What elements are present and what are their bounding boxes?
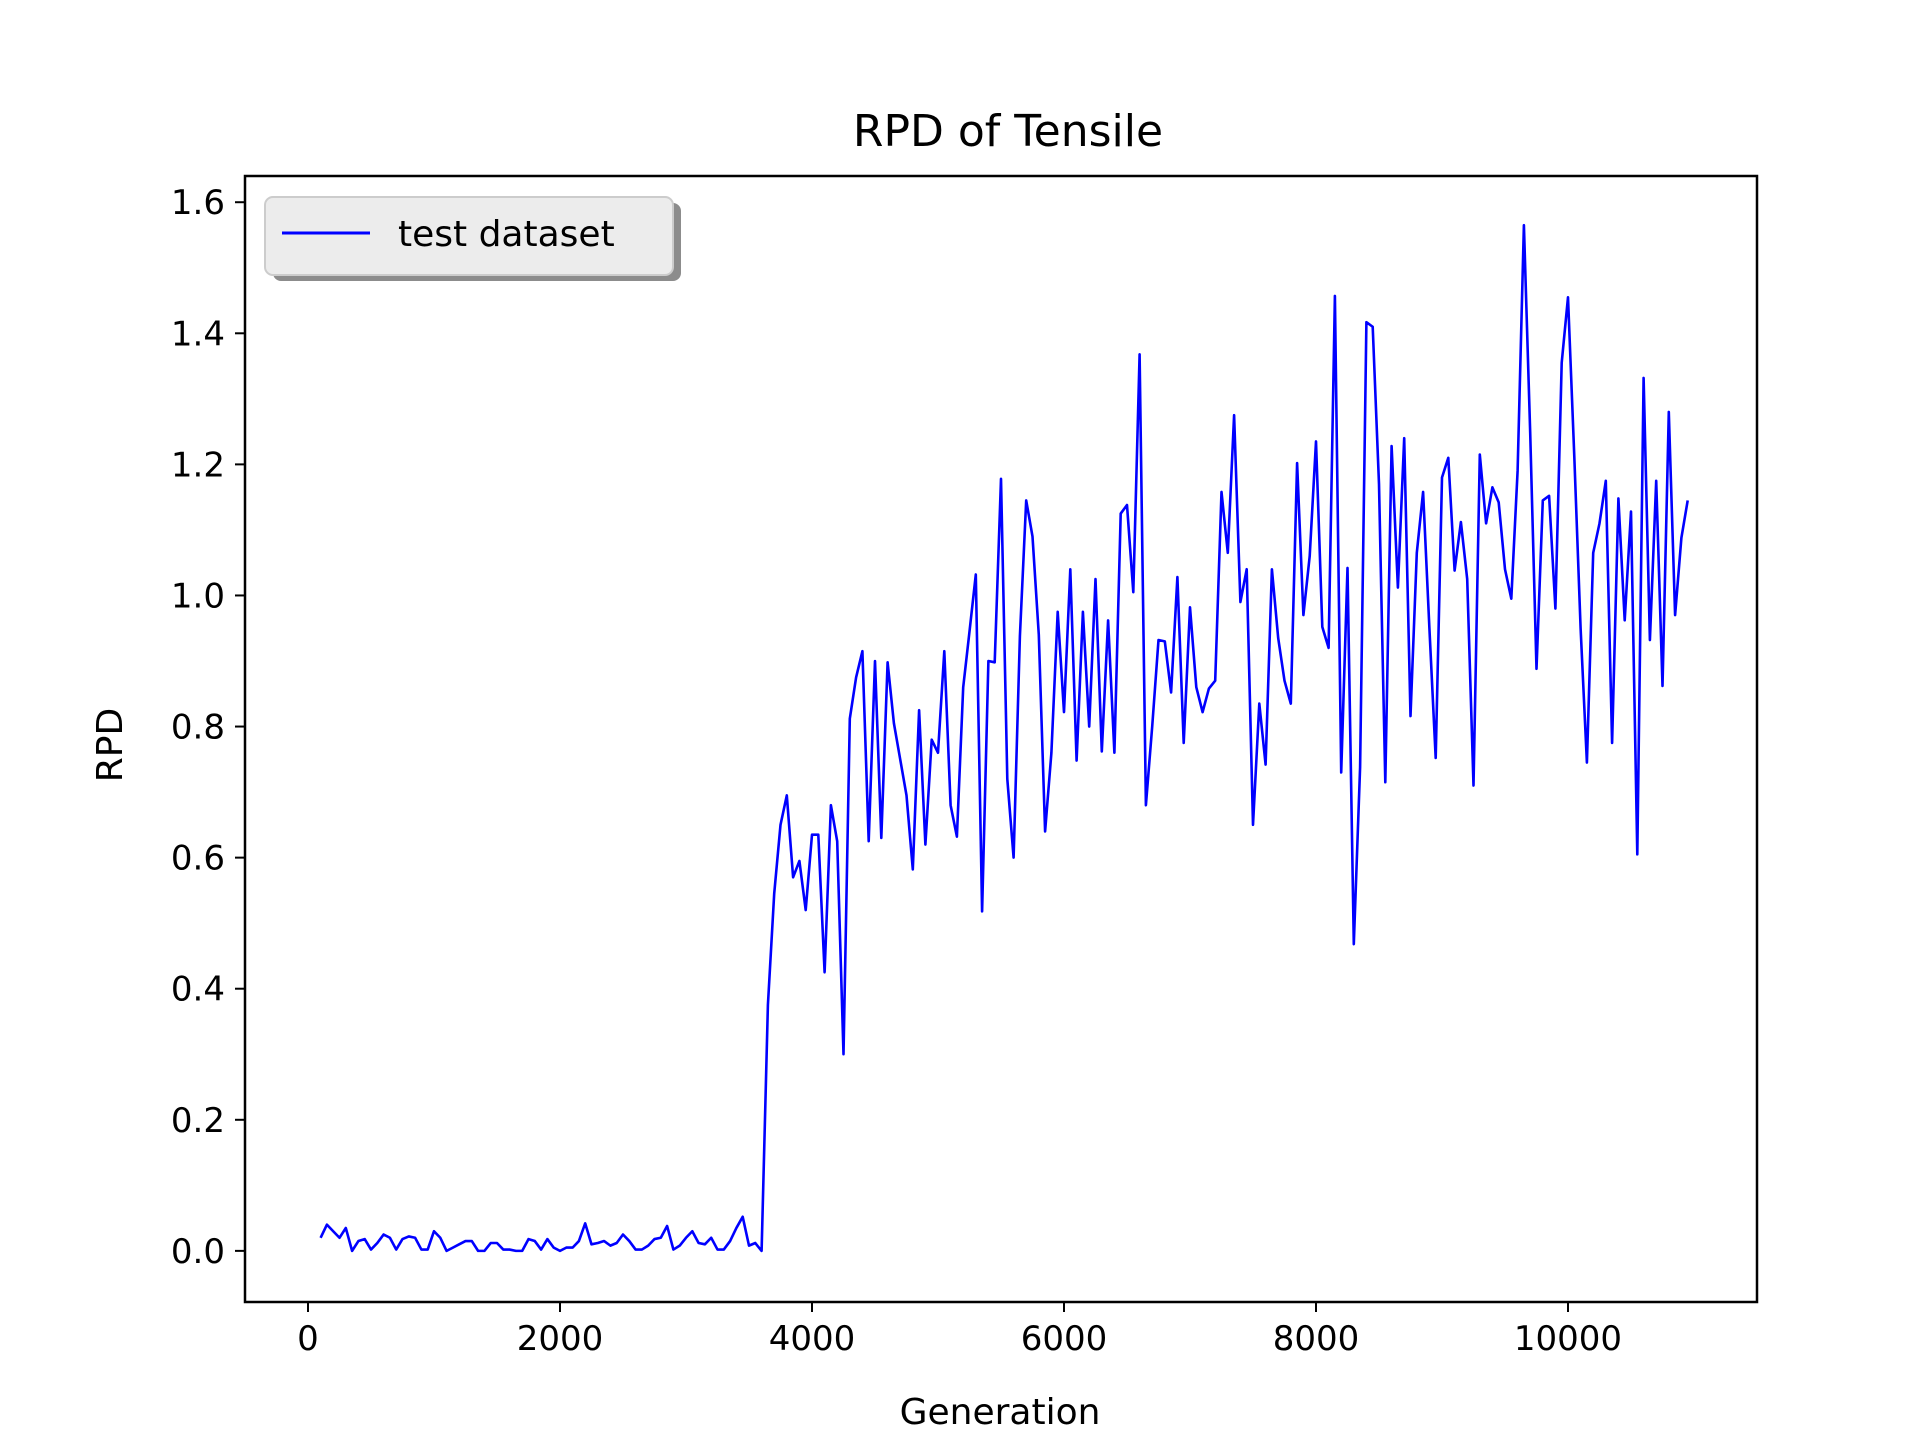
y-tick-label: 1.0 (171, 576, 225, 616)
series-layer (319, 223, 1689, 1253)
y-tick-label: 0.8 (171, 708, 225, 748)
legend-box (264, 196, 674, 276)
chart-title: RPD of Tensile (853, 106, 1163, 157)
legend-label: test dataset (398, 214, 615, 255)
plot-background (245, 176, 1757, 1302)
x-axis: 0 2000 4000 6000 8000 10000 (297, 1302, 1622, 1359)
x-tick-label: 10000 (1514, 1319, 1622, 1359)
y-tick-label: 1.2 (171, 445, 225, 485)
legend: test dataset (264, 196, 681, 281)
y-tick-label: 1.4 (171, 314, 225, 354)
x-tick-label: 4000 (769, 1319, 856, 1359)
x-tick-label: 2000 (517, 1319, 604, 1359)
x-tick-label: 0 (297, 1319, 319, 1359)
y-tick-label: 0.0 (171, 1232, 225, 1272)
x-axis-label: Generation (900, 1392, 1101, 1433)
y-axis-label: RPD (90, 708, 131, 782)
y-tick-label: 1.6 (171, 183, 225, 223)
x-tick-label: 6000 (1021, 1319, 1108, 1359)
series-line-test-dataset (319, 223, 1689, 1253)
y-tick-label: 0.6 (171, 839, 225, 879)
plot-frame (243, 174, 1759, 1304)
x-tick-label: 8000 (1273, 1319, 1360, 1359)
y-tick-label: 0.4 (171, 970, 225, 1010)
y-tick-label: 0.2 (171, 1101, 225, 1141)
plot-area (243, 174, 1759, 1304)
y-axis: 0.0 0.2 0.4 0.6 0.8 1.0 1.2 1.4 1.6 (171, 183, 245, 1272)
